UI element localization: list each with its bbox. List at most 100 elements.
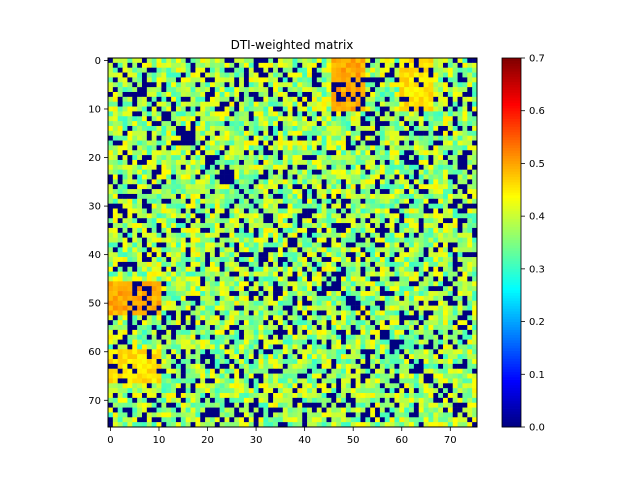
heatmap-cell [132,276,138,282]
heatmap-cell [462,67,468,73]
heatmap-cell [341,349,347,355]
heatmap-cell [336,315,342,321]
heatmap-cell [258,77,264,83]
heatmap-cell [161,271,167,277]
heatmap-cell [141,368,148,374]
heatmap-cell [180,359,186,365]
heatmap-cell [224,159,230,166]
heatmap-cell [234,77,240,83]
heatmap-cell [379,334,386,340]
heatmap-cell [452,135,458,141]
heatmap-cell [190,174,196,180]
heatmap-cell [268,247,274,253]
heatmap-cell [117,106,123,112]
heatmap-cell [137,198,143,204]
heatmap-cell [307,257,313,263]
heatmap-cell [166,310,172,316]
heatmap-cell [171,101,177,107]
heatmap-cell [355,164,361,170]
heatmap-cell [268,169,274,175]
heatmap-cell [146,359,152,365]
heatmap-cell [375,261,381,268]
heatmap-cell [141,223,148,229]
heatmap-cell [336,72,342,78]
heatmap-cell [209,237,216,243]
heatmap-cell [350,325,356,331]
heatmap-cell [137,237,143,243]
heatmap-cell [151,58,157,64]
heatmap-cell [175,339,182,345]
heatmap-cell [185,135,191,141]
heatmap-cell [404,135,410,141]
heatmap-cell [399,257,405,263]
heatmap-cell [379,179,386,185]
heatmap-cell [326,116,332,122]
heatmap-cell [243,82,250,88]
heatmap-cell [214,232,220,238]
heatmap-cell [307,354,313,360]
heatmap-cell [117,116,123,122]
heatmap-cell [209,72,216,78]
heatmap-cell [180,101,186,107]
heatmap-cell [345,315,352,321]
heatmap-cell [389,130,395,136]
heatmap-cell [418,242,424,248]
heatmap-cell [171,271,177,277]
heatmap-cell [243,116,250,122]
heatmap-cell [248,203,254,209]
heatmap-cell [146,91,152,98]
heatmap-cell [292,223,298,229]
heatmap-cell [433,145,439,151]
heatmap-cell [234,368,240,374]
heatmap-cell [384,227,390,234]
heatmap-cell [209,208,216,214]
heatmap-cell [355,242,361,248]
heatmap-cell [287,227,293,234]
heatmap-cell [258,87,264,93]
heatmap-cell [161,232,167,238]
heatmap-cell [214,305,220,311]
heatmap-cell [190,325,196,331]
heatmap-cell [423,62,429,69]
heatmap-cell [209,252,216,258]
heatmap-cell [433,121,439,127]
heatmap-cell [253,213,259,219]
heatmap-cell [156,169,162,175]
heatmap-cell [292,96,298,102]
heatmap-cell [171,266,177,272]
heatmap-cell [292,213,298,219]
heatmap-cell [370,155,376,161]
heatmap-cell [214,363,220,370]
heatmap-cell [112,271,119,277]
heatmap-cell [200,184,206,190]
heatmap-cell [350,135,356,141]
heatmap-cell [224,300,230,306]
heatmap-cell [447,179,454,185]
heatmap-cell [287,232,293,238]
heatmap-cell [345,305,352,311]
heatmap-cell [151,325,157,331]
heatmap-cell [185,276,191,282]
heatmap-cell [311,67,318,73]
heatmap-cell [336,325,342,331]
heatmap-cell [273,252,279,258]
heatmap-cell [433,169,439,175]
heatmap-cell [156,125,162,132]
heatmap-cell [462,305,468,311]
heatmap-cell [273,281,279,287]
heatmap-cell [243,344,250,350]
heatmap-cell [156,232,162,238]
heatmap-cell [423,252,429,258]
heatmap-cell [365,325,371,331]
heatmap-cell [253,155,259,161]
heatmap-cell [108,140,114,146]
heatmap-cell [452,203,458,209]
heatmap-cell [195,189,201,195]
heatmap-cell [326,101,332,107]
heatmap-cell [253,189,259,195]
heatmap-cell [409,354,415,360]
heatmap-cell [379,291,386,297]
heatmap-cell [404,261,410,268]
heatmap-cell [472,227,478,234]
heatmap-cell [457,116,463,122]
